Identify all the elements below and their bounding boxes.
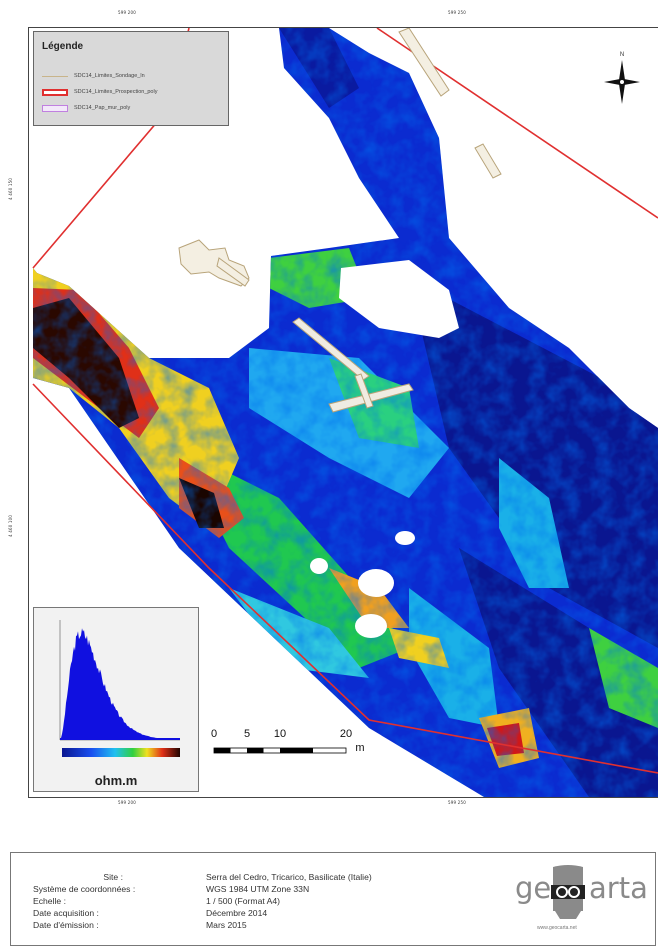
- legend-title: Légende: [42, 41, 84, 52]
- map-legend: Légende SDC14_Limites_Sondage_ln SDC14_L…: [33, 31, 229, 126]
- coord-tick-bottom-1: 599 200: [118, 800, 136, 805]
- scale-tick-0: 0: [210, 728, 218, 740]
- meta-key-emission: Date d'émission :: [33, 920, 99, 930]
- legend-item-sondage: SDC14_Limites_Sondage_ln: [42, 70, 145, 82]
- north-label: N: [620, 52, 624, 58]
- meta-key-crs: Système de coordonnées :: [33, 884, 136, 894]
- coord-tick-left-2: 4 460 100: [8, 514, 13, 537]
- meta-key-scale: Echelle :: [33, 896, 66, 906]
- logo-suffix: arta: [589, 871, 648, 905]
- scale-bar: 0 5 10 20 m: [210, 728, 370, 764]
- legend-label-prospection: SDC14_Limites_Prospection_poly: [74, 89, 158, 95]
- histogram-unit-label: ohm.m: [94, 773, 138, 788]
- legend-label-sondage: SDC14_Limites_Sondage_ln: [74, 73, 145, 79]
- scale-unit: m: [355, 742, 365, 754]
- resistivity-map: [28, 27, 658, 798]
- scale-tick-10: 10: [273, 728, 287, 740]
- meta-key-site: Site :: [103, 872, 123, 882]
- legend-item-mur: SDC14_Pap_mur_poly: [42, 102, 130, 114]
- logo-mark-icon: [551, 865, 585, 919]
- map-metadata-panel: Site : Serra del Cedro, Tricarico, Basil…: [10, 852, 656, 946]
- resistivity-map-canvas: [32, 28, 658, 797]
- scale-tick-5: 5: [243, 728, 251, 740]
- north-arrow-icon: N: [604, 52, 640, 104]
- meta-value-site: Serra del Cedro, Tricarico, Basilicate (…: [206, 872, 372, 882]
- coord-tick-top-2: 599 250: [448, 10, 466, 15]
- geocarta-logo: ge arta www.geocarta.net: [507, 861, 649, 939]
- legend-swatch-mur: [42, 104, 68, 112]
- meta-value-emission: Mars 2015: [206, 920, 247, 930]
- legend-swatch-prospection: [42, 88, 68, 96]
- coord-tick-bottom-2: 599 250: [448, 800, 466, 805]
- logo-url: www.geocarta.net: [537, 925, 577, 931]
- north-arrow: N: [602, 50, 642, 110]
- meta-value-scale: 1 / 500 (Format A4): [206, 896, 281, 906]
- meta-key-acquisition: Date acquisition :: [33, 908, 99, 918]
- logo-prefix: ge: [515, 871, 552, 905]
- scale-bar-graphic: [213, 747, 347, 754]
- resistivity-histogram: ohm.m: [33, 607, 199, 792]
- meta-value-acquisition: Décembre 2014: [206, 908, 268, 918]
- coord-tick-left-1: 4 460 150: [8, 177, 13, 200]
- meta-value-crs: WGS 1984 UTM Zone 33N: [206, 884, 310, 894]
- histogram-canvas: [59, 620, 180, 757]
- coord-tick-top-1: 599 200: [118, 10, 136, 15]
- legend-swatch-sondage: [42, 75, 68, 77]
- legend-item-prospection: SDC14_Limites_Prospection_poly: [42, 86, 157, 98]
- scale-tick-20: 20: [339, 728, 353, 740]
- legend-label-mur: SDC14_Pap_mur_poly: [74, 105, 131, 111]
